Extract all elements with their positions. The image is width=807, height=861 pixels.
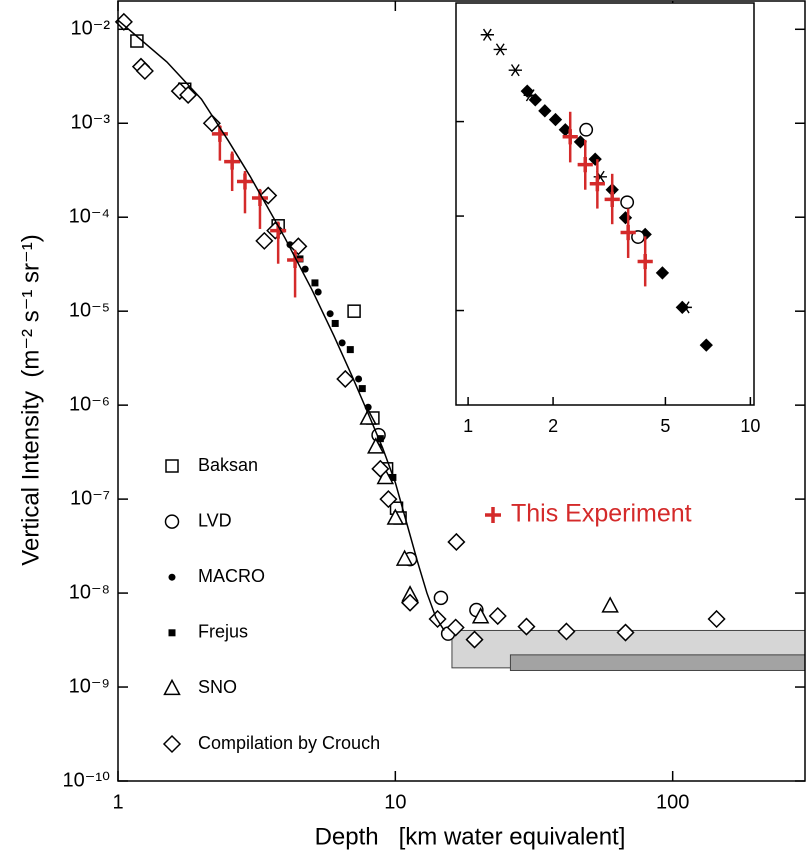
marker-diamond xyxy=(548,112,563,127)
marker-triangle xyxy=(367,437,385,454)
marker-diamond xyxy=(488,606,507,626)
marker-triangle xyxy=(471,607,490,624)
y-axis-title: Vertical Intensity (m⁻² s⁻¹ sr⁻¹) xyxy=(17,234,44,565)
marker-diamond xyxy=(465,630,484,649)
marker-square xyxy=(331,319,339,327)
y-tick-label: 10⁻⁵ xyxy=(69,299,110,321)
marker-plus xyxy=(236,173,253,190)
marker-triangle xyxy=(163,678,181,696)
x-tick-label: 1 xyxy=(463,416,473,436)
marker-diamond xyxy=(517,617,536,636)
marker-square xyxy=(346,346,354,354)
x-tick-label: 10 xyxy=(740,416,760,436)
marker-diamond xyxy=(446,618,465,637)
marker-plus xyxy=(224,153,241,170)
x-axis-title: Depth [km water equivalent] xyxy=(315,823,626,850)
x-tick-label: 2 xyxy=(548,416,558,436)
y-tick-label: 10⁻⁴ xyxy=(69,205,110,227)
marker-triangle xyxy=(601,596,619,613)
marker-diamond xyxy=(528,93,542,107)
marker-diamond xyxy=(638,227,652,242)
marker-circle xyxy=(579,122,594,137)
marker-circle xyxy=(168,573,176,581)
marker-diamond xyxy=(447,532,466,552)
marker-diamond xyxy=(675,300,689,315)
marker-circle xyxy=(338,339,346,347)
marker-diamond xyxy=(655,266,670,280)
marker-diamond xyxy=(336,369,355,389)
marker-diamond xyxy=(520,84,534,98)
x-tick-label: 10 xyxy=(384,791,406,813)
marker-plus xyxy=(589,176,605,192)
marker-triangle xyxy=(386,508,405,525)
marker-triangle xyxy=(395,549,414,566)
y-tick-label: 10⁻⁸ xyxy=(69,581,110,603)
legend-marker xyxy=(485,507,501,523)
marker-plus xyxy=(577,157,593,173)
marker-diamond xyxy=(379,490,398,509)
marker-diamond xyxy=(371,459,390,478)
legend-label: MACRO xyxy=(198,566,265,586)
marker-diamond xyxy=(259,186,278,205)
marker-asterisk xyxy=(508,64,522,77)
y-tick-label: 10⁻⁹ xyxy=(69,675,110,697)
marker-square xyxy=(311,279,319,287)
marker-asterisk xyxy=(480,28,494,41)
legend-label: Frejus xyxy=(198,622,248,642)
marker-circle xyxy=(355,375,363,383)
marker-diamond xyxy=(616,623,635,642)
marker-diamond xyxy=(400,593,420,612)
marker-square xyxy=(168,629,176,637)
legend-label: SNO xyxy=(198,677,237,697)
marker-diamond xyxy=(557,622,576,641)
y-tick-label: 10⁻³ xyxy=(71,112,111,134)
marker-diamond xyxy=(179,85,198,105)
y-tick-label: 10⁻⁶ xyxy=(69,393,110,415)
marker-circle xyxy=(301,265,309,273)
marker-square xyxy=(347,304,361,318)
band xyxy=(509,654,806,671)
marker-triangle xyxy=(359,408,377,425)
marker-diamond xyxy=(538,104,552,118)
marker-square xyxy=(376,435,384,443)
marker-plus xyxy=(620,224,636,241)
marker-diamond xyxy=(707,609,726,629)
legend-label: Compilation by Crouch xyxy=(198,733,380,753)
marker-diamond xyxy=(588,152,602,166)
marker-plus xyxy=(562,129,578,145)
x-tick-label: 1 xyxy=(112,791,123,813)
marker-diamond xyxy=(162,734,182,754)
legend-label: This Experiment xyxy=(511,500,692,528)
marker-plus xyxy=(604,191,620,208)
marker-plus xyxy=(637,253,653,270)
plot-frame xyxy=(117,0,806,782)
marker-circle xyxy=(433,590,449,606)
marker-square xyxy=(358,385,366,393)
x-tick-label: 5 xyxy=(660,416,670,436)
marker-circle xyxy=(164,514,180,529)
marker-circle xyxy=(620,195,635,210)
marker-diamond xyxy=(255,231,274,250)
marker-plus xyxy=(287,252,304,269)
y-tick-label: 10⁻¹⁰ xyxy=(63,769,110,791)
marker-diamond xyxy=(699,338,713,352)
legend-label: LVD xyxy=(198,510,232,530)
marker-diamond xyxy=(202,114,221,133)
marker-diamond xyxy=(135,61,154,81)
x-tick-label: 100 xyxy=(656,791,689,813)
marker-asterisk xyxy=(493,43,507,56)
y-tick-label: 10⁻⁷ xyxy=(70,487,110,509)
curve xyxy=(117,19,445,631)
plot-frame xyxy=(455,2,755,406)
marker-circle xyxy=(314,288,322,296)
legend-label: Baksan xyxy=(198,455,258,475)
inset-background xyxy=(456,3,754,405)
y-tick-label: 10⁻² xyxy=(71,18,111,40)
marker-circle xyxy=(326,310,334,318)
marker-square xyxy=(165,459,179,473)
